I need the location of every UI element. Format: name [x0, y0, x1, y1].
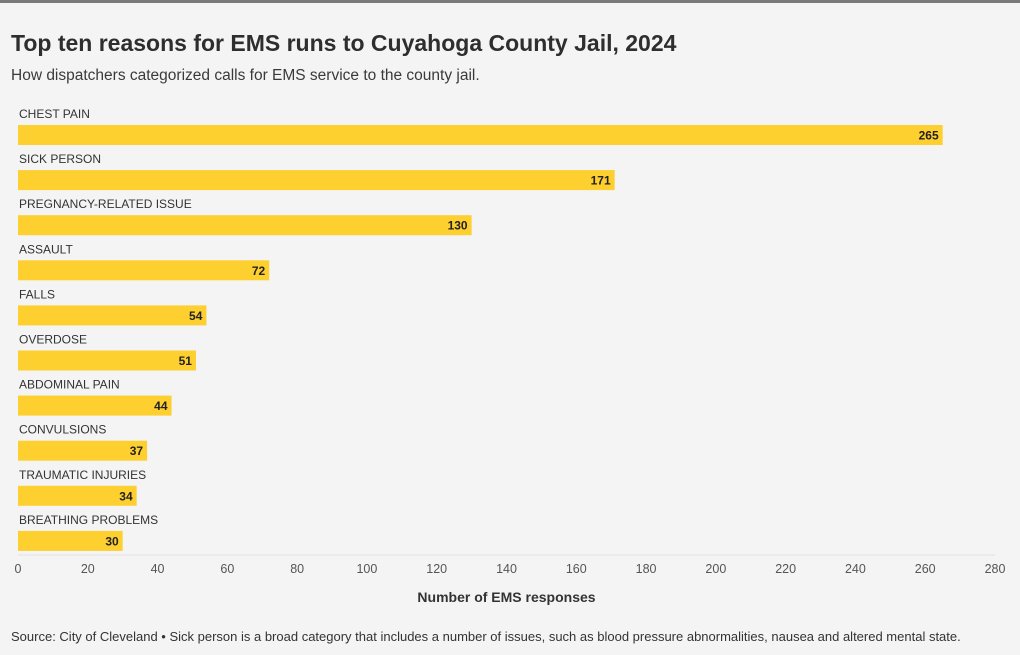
- value-label: 130: [448, 219, 468, 233]
- chart-title: Top ten reasons for EMS runs to Cuyahoga…: [11, 30, 677, 56]
- value-label: 30: [105, 534, 119, 548]
- bar: [18, 125, 943, 145]
- bar: [18, 485, 137, 506]
- x-tick-label: 160: [566, 562, 587, 576]
- category-label: PREGNANCY-RELATED ISSUE: [19, 197, 192, 211]
- category-label: BREATHING PROBLEMS: [19, 513, 158, 527]
- value-label: 54: [189, 309, 203, 323]
- category-label: OVERDOSE: [19, 333, 87, 347]
- bar: [18, 215, 472, 236]
- value-label: 44: [154, 399, 168, 413]
- category-label: FALLS: [19, 287, 55, 301]
- x-tick-label: 200: [705, 562, 726, 576]
- x-tick-label: 120: [426, 562, 447, 576]
- bar-chart: CHEST PAIN 265 SICK PERSON 171 PREGNANCY-REL…: [15, 107, 1006, 605]
- value-label: 51: [179, 354, 193, 368]
- bar: [18, 530, 123, 551]
- category-label: TRAUMATIC INJURIES: [19, 468, 146, 482]
- top-rule: [0, 0, 1020, 3]
- bar: [18, 350, 196, 371]
- category-label: ASSAULT: [19, 242, 73, 256]
- x-tick-label: 0: [15, 562, 22, 576]
- category-label: ABDOMINAL PAIN: [19, 378, 120, 392]
- x-tick-label: 20: [81, 562, 95, 576]
- x-tick-label: 100: [356, 562, 377, 576]
- x-tick-label: 140: [496, 562, 517, 576]
- source-note: Source: City of Cleveland • Sick person …: [11, 629, 961, 644]
- category-label: CHEST PAIN: [19, 107, 90, 121]
- bar: [18, 440, 148, 461]
- value-label: 34: [119, 489, 133, 503]
- x-axis-title: Number of EMS responses: [417, 589, 595, 605]
- bar: [18, 260, 270, 281]
- x-tick-label: 60: [220, 562, 234, 576]
- category-label: SICK PERSON: [19, 152, 101, 166]
- x-tick-label: 220: [775, 562, 796, 576]
- x-tick-label: 260: [915, 562, 936, 576]
- x-tick-label: 280: [985, 562, 1006, 576]
- value-label: 265: [919, 129, 939, 143]
- bar: [18, 170, 615, 191]
- category-label: CONVULSIONS: [19, 423, 106, 437]
- x-tick-label: 40: [151, 562, 165, 576]
- bar: [18, 395, 172, 416]
- x-tick-label: 80: [290, 562, 304, 576]
- x-tick-label: 180: [636, 562, 657, 576]
- value-label: 37: [130, 444, 144, 458]
- chart-subtitle: How dispatchers categorized calls for EM…: [11, 67, 480, 84]
- x-tick-label: 240: [845, 562, 866, 576]
- bar: [18, 305, 207, 326]
- value-label: 171: [591, 174, 611, 188]
- value-label: 72: [252, 264, 266, 278]
